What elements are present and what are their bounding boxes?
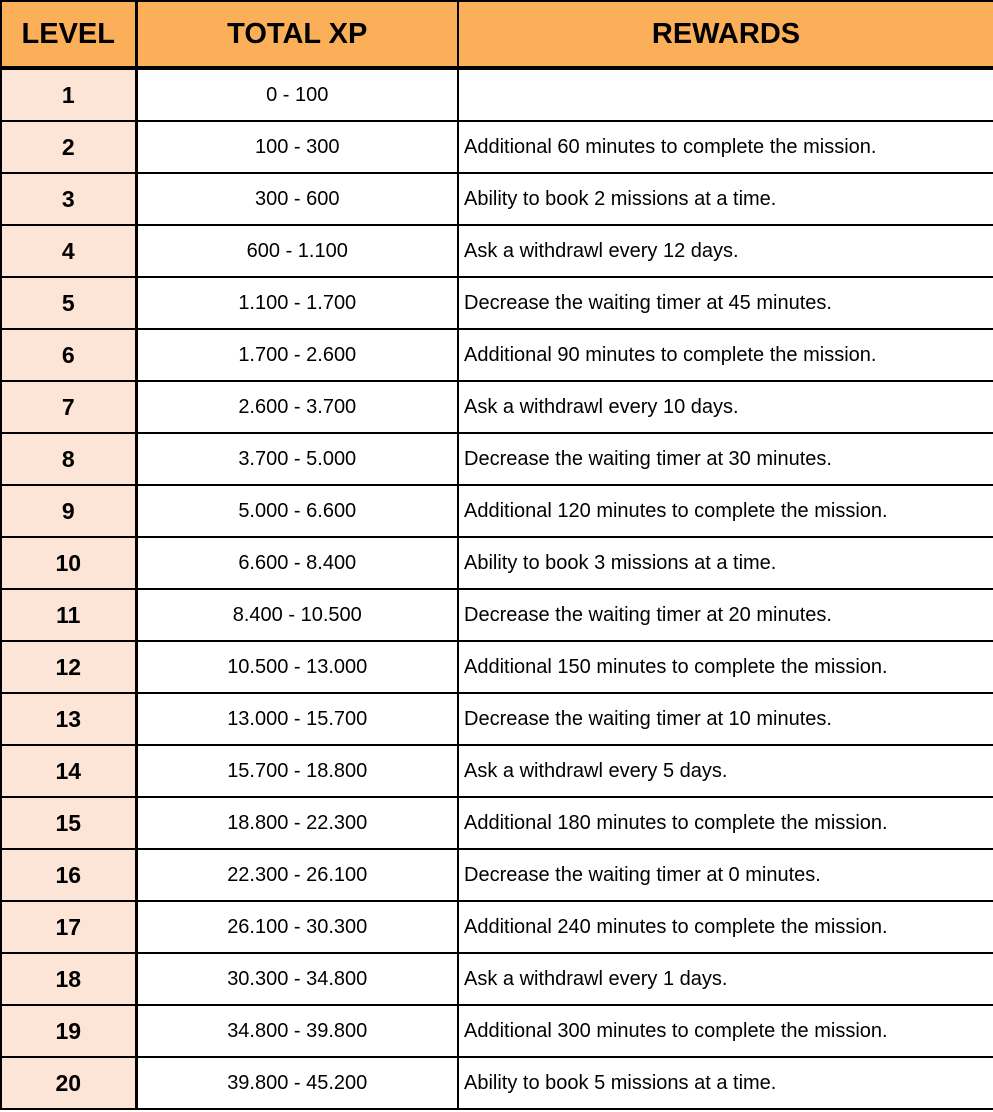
reward-cell: Additional 150 minutes to complete the m…	[457, 640, 993, 694]
table-row: 11 8.400 - 10.500 Decrease the waiting tim…	[0, 588, 993, 642]
level-cell: 1	[0, 67, 138, 122]
xp-cell: 26.100 - 30.300	[135, 900, 459, 954]
table-row: 4 600 - 1.100 Ask a withdrawl every 12 day…	[0, 224, 993, 278]
xp-cell: 2.600 - 3.700	[135, 380, 459, 434]
table-row: 2 100 - 300 Additional 60 minutes to compl…	[0, 120, 993, 174]
level-cell: 7	[0, 380, 138, 434]
xp-cell: 600 - 1.100	[135, 224, 459, 278]
level-cell: 8	[0, 432, 138, 486]
xp-cell: 3.700 - 5.000	[135, 432, 459, 486]
level-cell: 3	[0, 172, 138, 226]
reward-cell: Decrease the waiting timer at 0 minutes.	[457, 848, 993, 902]
xp-cell: 30.300 - 34.800	[135, 952, 459, 1006]
reward-cell: Ability to book 3 missions at a time.	[457, 536, 993, 590]
xp-cell: 100 - 300	[135, 120, 459, 174]
table-row: 19 34.800 - 39.800 Additional 300 minutes …	[0, 1004, 993, 1058]
level-cell: 10	[0, 536, 138, 590]
level-cell: 13	[0, 692, 138, 746]
xp-cell: 1.100 - 1.700	[135, 276, 459, 330]
header-total-xp: TOTAL XP	[135, 0, 459, 70]
table-row: 13 13.000 - 15.700 Decrease the waiting ti…	[0, 692, 993, 746]
header-level: LEVEL	[0, 0, 138, 70]
level-cell: 15	[0, 796, 138, 850]
level-cell: 5	[0, 276, 138, 330]
level-cell: 19	[0, 1004, 138, 1058]
xp-cell: 6.600 - 8.400	[135, 536, 459, 590]
header-rewards: REWARDS	[457, 0, 993, 70]
xp-cell: 5.000 - 6.600	[135, 484, 459, 538]
reward-cell	[457, 67, 993, 122]
xp-cell: 13.000 - 15.700	[135, 692, 459, 746]
reward-cell: Ask a withdrawl every 10 days.	[457, 380, 993, 434]
xp-cell: 39.800 - 45.200	[135, 1056, 459, 1110]
level-cell: 4	[0, 224, 138, 278]
reward-cell: Additional 300 minutes to complete the m…	[457, 1004, 993, 1058]
xp-cell: 22.300 - 26.100	[135, 848, 459, 902]
xp-cell: 8.400 - 10.500	[135, 588, 459, 642]
table-row: 14 15.700 - 18.800 Ask a withdrawl every 5…	[0, 744, 993, 798]
reward-cell: Additional 60 minutes to complete the mi…	[457, 120, 993, 174]
reward-cell: Decrease the waiting timer at 10 minutes…	[457, 692, 993, 746]
reward-cell: Ability to book 2 missions at a time.	[457, 172, 993, 226]
reward-cell: Decrease the waiting timer at 20 minutes…	[457, 588, 993, 642]
level-cell: 12	[0, 640, 138, 694]
xp-cell: 18.800 - 22.300	[135, 796, 459, 850]
xp-cell: 1.700 - 2.600	[135, 328, 459, 382]
level-cell: 9	[0, 484, 138, 538]
table-row: 16 22.300 - 26.100 Decrease the waiting ti…	[0, 848, 993, 902]
reward-cell: Additional 120 minutes to complete the m…	[457, 484, 993, 538]
reward-cell: Ask a withdrawl every 5 days.	[457, 744, 993, 798]
table-row: 7 2.600 - 3.700 Ask a withdrawl every 10 d…	[0, 380, 993, 434]
reward-cell: Decrease the waiting timer at 45 minutes…	[457, 276, 993, 330]
level-cell: 18	[0, 952, 138, 1006]
level-cell: 2	[0, 120, 138, 174]
level-cell: 17	[0, 900, 138, 954]
reward-cell: Ask a withdrawl every 1 days.	[457, 952, 993, 1006]
table-row: 10 6.600 - 8.400 Ability to book 3 mission…	[0, 536, 993, 590]
xp-cell: 0 - 100	[135, 67, 459, 122]
reward-cell: Ask a withdrawl every 12 days.	[457, 224, 993, 278]
header-row: LEVEL TOTAL XP REWARDS	[0, 0, 993, 70]
level-cell: 20	[0, 1056, 138, 1110]
reward-cell: Ability to book 5 missions at a time.	[457, 1056, 993, 1110]
level-cell: 11	[0, 588, 138, 642]
xp-cell: 300 - 600	[135, 172, 459, 226]
reward-cell: Decrease the waiting timer at 30 minutes…	[457, 432, 993, 486]
level-cell: 14	[0, 744, 138, 798]
level-cell: 6	[0, 328, 138, 382]
xp-cell: 34.800 - 39.800	[135, 1004, 459, 1058]
table-row: 18 30.300 - 34.800 Ask a withdrawl every 1…	[0, 952, 993, 1006]
table-row: 12 10.500 - 13.000 Additional 150 minutes …	[0, 640, 993, 694]
table-row: 3 300 - 600 Ability to book 2 missions at …	[0, 172, 993, 226]
reward-cell: Additional 240 minutes to complete the m…	[457, 900, 993, 954]
reward-cell: Additional 90 minutes to complete the mi…	[457, 328, 993, 382]
table-row: 8 3.700 - 5.000 Decrease the waiting timer…	[0, 432, 993, 486]
table-row: 9 5.000 - 6.600 Additional 120 minutes to …	[0, 484, 993, 538]
table-row: 15 18.800 - 22.300 Additional 180 minutes …	[0, 796, 993, 850]
table-row: 17 26.100 - 30.300 Additional 240 minutes …	[0, 900, 993, 954]
table-row: 6 1.700 - 2.600 Additional 90 minutes to c…	[0, 328, 993, 382]
xp-cell: 10.500 - 13.000	[135, 640, 459, 694]
level-cell: 16	[0, 848, 138, 902]
reward-cell: Additional 180 minutes to complete the m…	[457, 796, 993, 850]
table-row: 5 1.100 - 1.700 Decrease the waiting timer…	[0, 276, 993, 330]
xp-cell: 15.700 - 18.800	[135, 744, 459, 798]
table-row: 20 39.800 - 45.200 Ability to book 5 missi…	[0, 1056, 993, 1110]
